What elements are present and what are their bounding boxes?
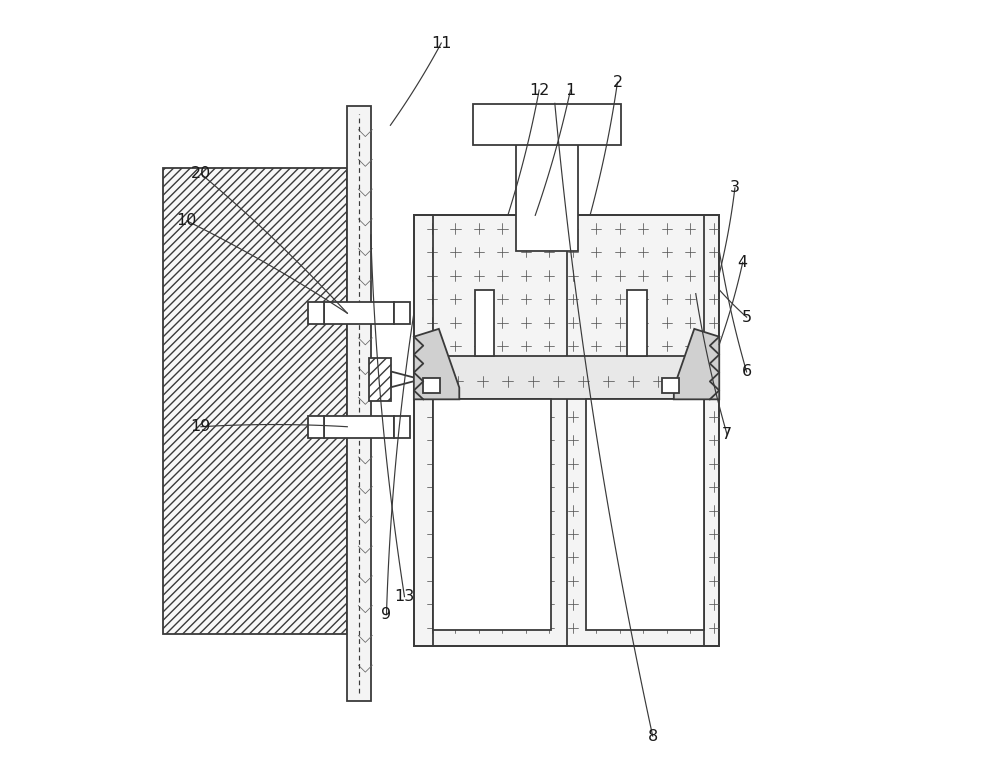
Text: 3: 3 bbox=[730, 180, 740, 196]
Bar bbox=[475, 290, 494, 356]
Bar bbox=[473, 104, 621, 145]
Text: 8: 8 bbox=[648, 728, 658, 744]
Polygon shape bbox=[414, 329, 459, 399]
Text: 12: 12 bbox=[529, 82, 549, 98]
Bar bbox=[662, 377, 679, 393]
Bar bbox=[308, 302, 324, 324]
Text: 7: 7 bbox=[722, 427, 732, 442]
Text: 5: 5 bbox=[742, 309, 752, 325]
Bar bbox=[394, 302, 410, 324]
Text: 6: 6 bbox=[742, 364, 752, 380]
Bar bbox=[324, 302, 394, 324]
Bar bbox=[414, 356, 719, 399]
Bar bbox=[627, 290, 647, 356]
Polygon shape bbox=[674, 329, 719, 399]
Bar bbox=[433, 399, 551, 630]
Bar bbox=[516, 141, 578, 251]
Bar bbox=[324, 416, 394, 438]
Bar bbox=[423, 377, 440, 393]
Bar bbox=[163, 168, 347, 634]
Bar bbox=[369, 358, 391, 401]
Text: 9: 9 bbox=[381, 607, 392, 622]
Text: 2: 2 bbox=[612, 74, 623, 90]
Bar bbox=[414, 215, 719, 646]
Text: 19: 19 bbox=[191, 419, 211, 435]
Text: 1: 1 bbox=[565, 82, 576, 98]
Text: 11: 11 bbox=[431, 35, 452, 51]
Text: 13: 13 bbox=[394, 589, 415, 604]
Bar bbox=[347, 106, 371, 701]
Text: 4: 4 bbox=[738, 254, 748, 270]
Bar bbox=[394, 416, 410, 438]
Text: 10: 10 bbox=[177, 213, 197, 229]
Bar bbox=[586, 399, 704, 630]
Polygon shape bbox=[391, 371, 421, 388]
Text: 20: 20 bbox=[191, 166, 211, 182]
Bar bbox=[308, 416, 324, 438]
